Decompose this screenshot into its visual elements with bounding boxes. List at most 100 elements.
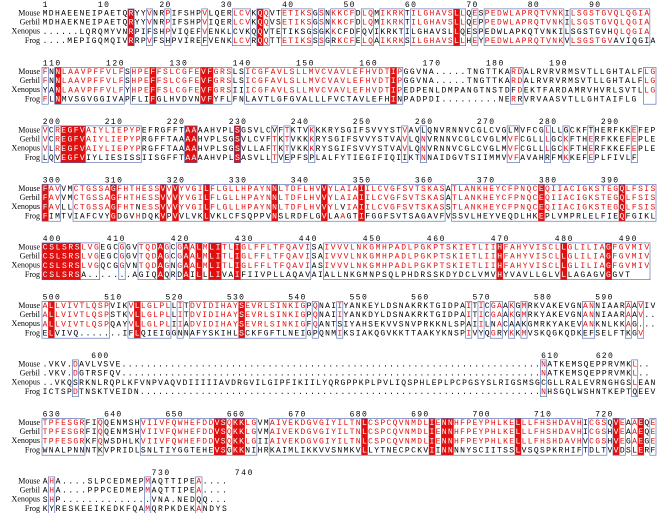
identity-column: [256, 8, 264, 46]
residue: R: [68, 262, 73, 271]
residue: P: [413, 379, 418, 388]
residue: V: [508, 154, 513, 163]
residue: M: [484, 271, 489, 280]
residue: C: [107, 262, 112, 271]
residue: R: [417, 311, 422, 320]
residue: A: [196, 487, 201, 496]
residue: .: [334, 370, 339, 379]
residue: K: [522, 28, 527, 37]
residue: N: [282, 311, 287, 320]
residue: Q: [466, 19, 471, 28]
residue: E: [61, 154, 66, 163]
residue: K: [452, 253, 457, 262]
residue: L: [571, 10, 576, 19]
residue: K: [307, 447, 312, 456]
residue: V: [88, 244, 93, 253]
residue: P: [347, 379, 352, 388]
residue: 0: [595, 1, 600, 10]
residue: E: [190, 438, 195, 447]
residue: L: [595, 447, 600, 456]
residue: .: [638, 361, 643, 370]
residue: L: [460, 10, 465, 19]
residue: A: [192, 136, 197, 145]
residue: Q: [368, 10, 373, 19]
residue: .: [189, 361, 194, 370]
residue: V: [340, 77, 345, 86]
residue: K: [613, 136, 618, 145]
residue: K: [291, 127, 296, 136]
residue: V: [614, 361, 619, 370]
residue: I: [324, 262, 329, 271]
residue: A: [350, 311, 355, 320]
residue: D: [208, 428, 213, 437]
residue: A: [509, 28, 514, 37]
similarity-box: [144, 476, 152, 513]
residue: R: [129, 37, 134, 46]
residue: P: [485, 37, 490, 46]
residue: T: [499, 87, 504, 96]
residue: N: [601, 321, 606, 330]
residue: F: [334, 154, 339, 163]
residue: V: [452, 136, 457, 145]
residue: S: [578, 361, 583, 370]
residue: Q: [393, 419, 398, 428]
residue: 3: [105, 177, 110, 186]
residue: T: [405, 10, 410, 19]
residue: .: [49, 28, 54, 37]
residue: T: [273, 262, 278, 271]
residue: L: [196, 244, 201, 253]
residue: 5: [359, 118, 364, 127]
residue: T: [347, 96, 352, 105]
residue: R: [518, 96, 523, 105]
residue: .: [341, 370, 346, 379]
residue: Q: [485, 330, 490, 339]
residue: K: [297, 136, 302, 145]
residue: E: [195, 68, 200, 77]
residue: L: [229, 154, 234, 163]
species-label: Frog: [25, 504, 40, 513]
residue: E: [588, 136, 593, 145]
residue: L: [296, 87, 301, 96]
residue: D: [417, 438, 422, 447]
residue: V: [270, 19, 275, 28]
residue: .: [377, 388, 382, 397]
residue: F: [92, 438, 97, 447]
residue: I: [221, 330, 226, 339]
residue: M: [574, 87, 579, 96]
residue: G: [172, 330, 177, 339]
residue: M: [557, 154, 562, 163]
residue: L: [135, 302, 140, 311]
residue: N: [491, 321, 496, 330]
residue: N: [177, 496, 182, 505]
residue: K: [588, 185, 593, 194]
residue: F: [570, 136, 575, 145]
residue: A: [644, 10, 649, 19]
similarity-box: [41, 184, 61, 222]
residue: .: [511, 370, 516, 379]
residue: H: [165, 37, 170, 46]
residue: A: [49, 204, 54, 213]
residue: G: [68, 145, 73, 154]
residue: A: [583, 302, 588, 311]
residue: .: [195, 388, 200, 397]
residue: C: [340, 96, 345, 105]
residue: V: [409, 185, 414, 194]
residue: .: [243, 370, 248, 379]
residue: G: [612, 271, 617, 280]
residue: N: [589, 311, 594, 320]
residue: Q: [415, 136, 420, 145]
residue: G: [223, 204, 228, 213]
residue: A: [415, 213, 420, 222]
residue: C: [502, 194, 507, 203]
residue: C: [378, 204, 383, 213]
residue: A: [56, 487, 61, 496]
residue: T: [80, 311, 85, 320]
residue: P: [450, 379, 455, 388]
residue: V: [313, 438, 318, 447]
residue: V: [399, 438, 404, 447]
residue: G: [613, 194, 618, 203]
residue: I: [147, 330, 152, 339]
residue: G: [192, 204, 197, 213]
residue: Q: [164, 271, 169, 280]
residue: R: [644, 447, 649, 456]
